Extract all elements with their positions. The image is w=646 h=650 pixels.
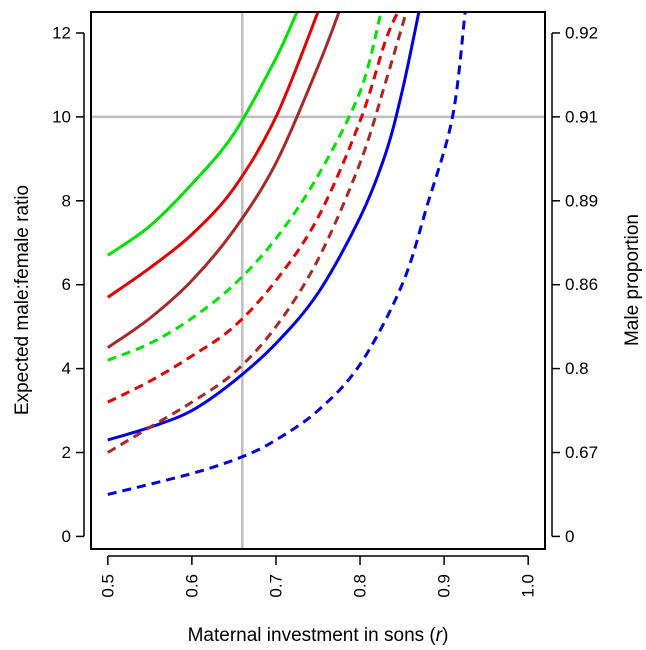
series-line-7 bbox=[107, 12, 408, 454]
y-tick-label: 10 bbox=[52, 107, 71, 126]
x-tick-label: 1.0 bbox=[519, 574, 538, 598]
x-axis-title: Maternal investment in sons (r) bbox=[188, 625, 449, 646]
y-axis-left: 0 2 4 6 8 10 12 bbox=[52, 23, 85, 546]
x-tick-label: 0.8 bbox=[351, 574, 370, 598]
reference-lines bbox=[91, 12, 545, 549]
x-tick-label: 0.5 bbox=[98, 574, 117, 598]
y2-tick-label: 0.89 bbox=[565, 191, 598, 210]
y-axis-title: Expected male:female ratio bbox=[12, 185, 33, 415]
series-line-5 bbox=[107, 12, 383, 362]
series-line-6 bbox=[107, 12, 400, 404]
y-tick-label: 6 bbox=[62, 275, 71, 294]
series-line-4 bbox=[107, 12, 421, 442]
y-tick-label: 4 bbox=[62, 359, 71, 378]
y2-tick-label: 0.86 bbox=[565, 275, 598, 294]
plot-frame bbox=[90, 11, 546, 550]
series-line-1 bbox=[106, 12, 299, 257]
y-tick-label: 0 bbox=[62, 527, 71, 546]
x-tick-label: 0.9 bbox=[435, 574, 454, 598]
y2-tick-label: 0.92 bbox=[565, 23, 598, 42]
series-line-3 bbox=[106, 12, 341, 349]
series-layer bbox=[106, 12, 467, 496]
x-axis: 0.5 0.6 0.7 0.8 0.9 1.0 bbox=[98, 555, 538, 598]
y2-tick-label: 0.67 bbox=[565, 443, 598, 462]
y-tick-label: 8 bbox=[62, 191, 71, 210]
series-line-8 bbox=[107, 12, 467, 496]
y2-axis-title: Male proportion bbox=[622, 214, 643, 346]
y-tick-label: 12 bbox=[52, 23, 71, 42]
x-tick-label: 0.6 bbox=[182, 574, 201, 598]
series-line-2 bbox=[106, 12, 320, 299]
y2-tick-label: 0.8 bbox=[565, 359, 589, 378]
x-tick-label: 0.7 bbox=[266, 574, 285, 598]
y2-tick-label: 0.91 bbox=[565, 107, 598, 126]
y-tick-label: 2 bbox=[62, 443, 71, 462]
y2-tick-label: 0 bbox=[565, 527, 574, 546]
y-axis-right: 0 0.67 0.8 0.86 0.89 0.91 0.92 bbox=[551, 23, 598, 546]
